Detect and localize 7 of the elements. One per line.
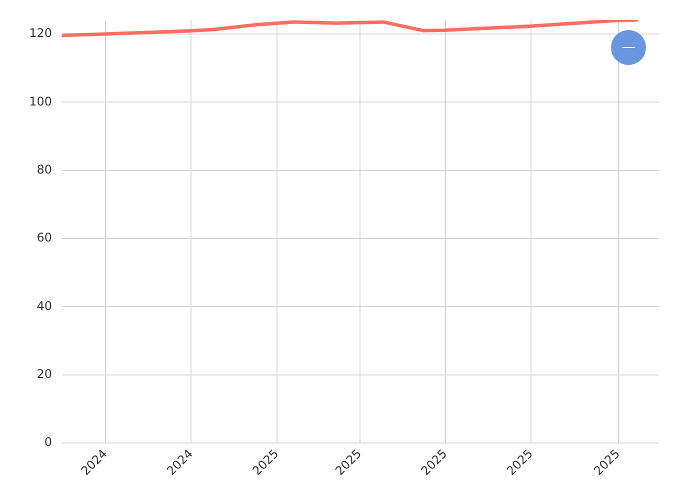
y-tick-label: 0 (44, 435, 52, 450)
y-tick-label: 80 (36, 162, 52, 176)
y-tick-label: 40 (36, 298, 52, 313)
y-tick-label: 60 (36, 230, 52, 245)
y-tick-label: 100 (29, 94, 52, 108)
y-tick-label: 20 (36, 366, 52, 381)
y-tick-label: 120 (29, 26, 52, 40)
